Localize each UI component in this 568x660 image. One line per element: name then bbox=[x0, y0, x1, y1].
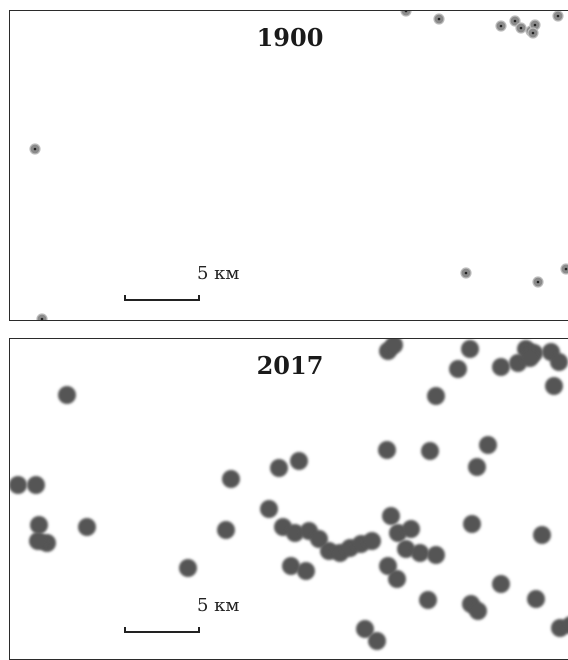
settlement-dot-1900 bbox=[560, 263, 568, 275]
settlement-center-mark bbox=[531, 31, 535, 35]
settlement-center-mark bbox=[464, 271, 468, 275]
year-label-1900: 1900 bbox=[256, 23, 324, 52]
settlement-dot-2017 bbox=[217, 521, 235, 539]
scale-bar-2017 bbox=[124, 613, 204, 633]
settlement-dot-2017 bbox=[27, 476, 45, 494]
settlement-dot-2017 bbox=[527, 590, 545, 608]
settlement-dot-2017 bbox=[521, 349, 539, 367]
settlement-dot-2017 bbox=[290, 452, 308, 470]
settlement-dot-2017 bbox=[449, 360, 467, 378]
settlement-dot-2017 bbox=[30, 516, 48, 534]
settlement-dot-1900 bbox=[400, 11, 412, 17]
settlement-center-mark bbox=[556, 14, 560, 18]
scale-label-2017: 5 км bbox=[197, 595, 240, 616]
settlement-center-mark bbox=[564, 267, 568, 271]
settlement-dot-2017 bbox=[468, 458, 486, 476]
scale-bar-1900 bbox=[124, 281, 204, 301]
settlement-dot-2017 bbox=[78, 518, 96, 536]
settlement-dot-2017 bbox=[222, 470, 240, 488]
settlement-layer-2017 bbox=[10, 339, 568, 650]
settlement-dot-2017 bbox=[427, 387, 445, 405]
settlement-center-mark bbox=[513, 19, 517, 23]
settlement-dot-2017 bbox=[58, 386, 76, 404]
settlement-dot-2017 bbox=[419, 591, 437, 609]
settlement-center-mark bbox=[533, 23, 537, 27]
settlement-dot-2017 bbox=[356, 620, 374, 638]
settlement-dot-2017 bbox=[545, 377, 563, 395]
settlement-dot-2017 bbox=[297, 562, 315, 580]
settlement-center-mark bbox=[536, 280, 540, 284]
scale-bar-line bbox=[124, 627, 200, 633]
settlement-dot-2017 bbox=[310, 530, 328, 548]
settlement-dot-2017 bbox=[179, 559, 197, 577]
settlement-dot-2017 bbox=[461, 340, 479, 358]
settlement-dot-2017 bbox=[463, 515, 481, 533]
settlement-dot-2017 bbox=[378, 441, 396, 459]
settlement-dot-2017 bbox=[492, 358, 510, 376]
settlement-dot-2017 bbox=[270, 459, 288, 477]
settlement-dot-2017 bbox=[421, 442, 439, 460]
settlement-center-mark bbox=[519, 26, 523, 30]
settlement-center-mark bbox=[33, 147, 37, 151]
settlement-dot-2017 bbox=[10, 476, 27, 494]
settlement-dot-2017 bbox=[286, 524, 304, 542]
settlement-dot-2017 bbox=[469, 602, 487, 620]
settlement-dot-2017 bbox=[397, 540, 415, 558]
settlement-dot-2017 bbox=[402, 520, 420, 538]
settlement-dot-2017 bbox=[382, 507, 400, 525]
map-panel-1900: 1900 5 км bbox=[9, 10, 568, 321]
settlement-dot-2017 bbox=[550, 353, 568, 371]
settlement-dot-2017 bbox=[411, 544, 429, 562]
settlement-dot-2017 bbox=[479, 436, 497, 454]
settlement-layer-1900 bbox=[29, 11, 568, 320]
map-panel-2017: 2017 5 км bbox=[9, 338, 568, 660]
settlement-dot-1900 bbox=[36, 313, 48, 320]
settlement-dot-2017 bbox=[363, 532, 381, 550]
settlement-dot-2017 bbox=[533, 526, 551, 544]
settlement-dot-2017 bbox=[388, 570, 406, 588]
settlement-dot-2017 bbox=[427, 546, 445, 564]
settlement-dot-2017 bbox=[29, 532, 47, 550]
year-label-2017: 2017 bbox=[256, 351, 324, 380]
scale-bar-line bbox=[124, 295, 200, 301]
settlement-center-mark bbox=[40, 317, 44, 320]
settlement-dot-2017 bbox=[385, 339, 403, 354]
settlement-center-mark bbox=[499, 24, 503, 28]
settlement-dot-2017 bbox=[492, 575, 510, 593]
settlement-center-mark bbox=[404, 11, 408, 13]
settlement-center-mark bbox=[437, 17, 441, 21]
scale-label-1900: 5 км bbox=[197, 263, 240, 284]
settlement-dot-2017 bbox=[260, 500, 278, 518]
settlement-dot-2017 bbox=[368, 632, 386, 650]
settlement-dot-2017 bbox=[282, 557, 300, 575]
settlement-dot-2017 bbox=[379, 557, 397, 575]
settlement-dot-2017 bbox=[562, 616, 568, 634]
